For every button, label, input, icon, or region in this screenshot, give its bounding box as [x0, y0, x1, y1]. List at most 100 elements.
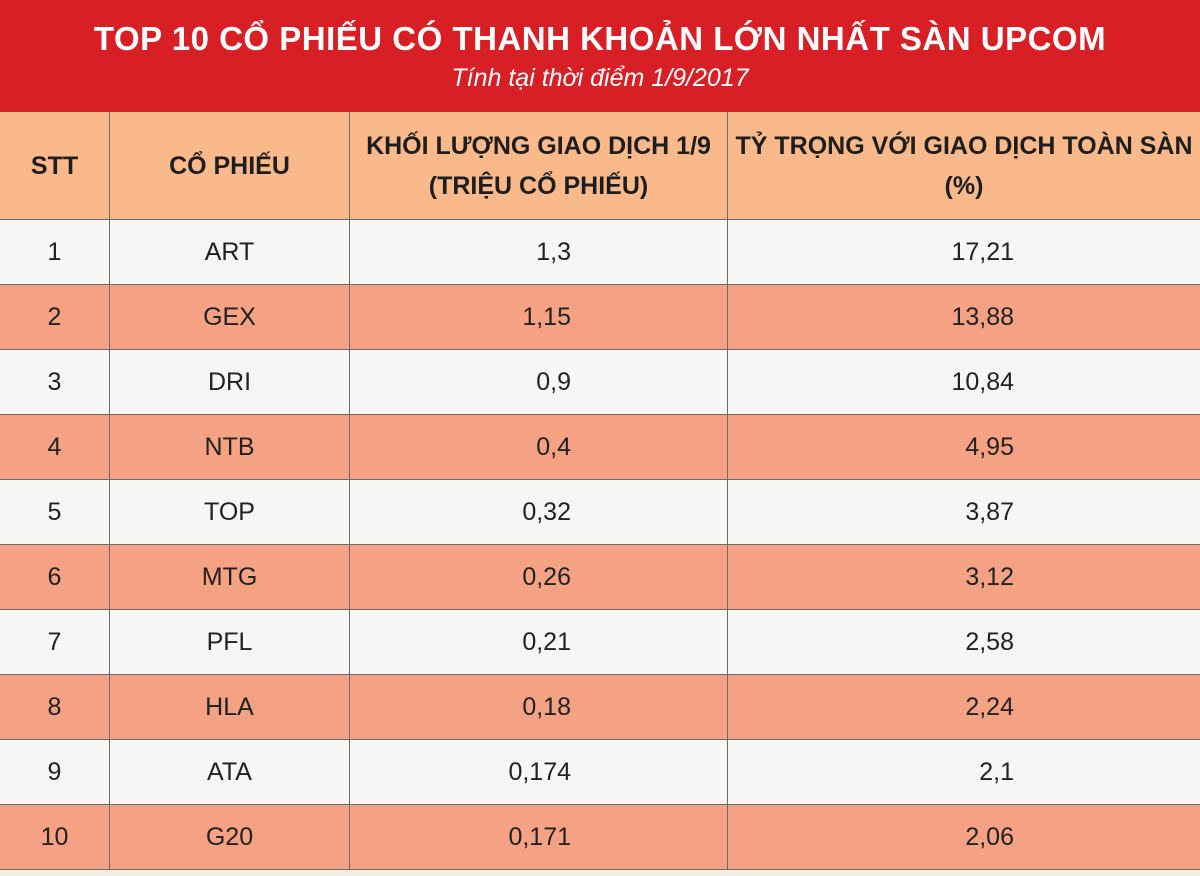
cell-text: 17,21 [951, 237, 1014, 266]
cell-text: 10 [40, 822, 69, 851]
table-cell: 2,58 [728, 610, 1200, 674]
table-row: 8 HLA 0,18 2,24 [0, 675, 1200, 740]
cell-text: 2,06 [965, 822, 1014, 851]
cell-text: GEX [203, 302, 256, 331]
table-cell: 0,32 [350, 480, 728, 544]
table-cell: GEX [110, 285, 350, 349]
table-row: 3 DRI 0,9 10,84 [0, 350, 1200, 415]
table-cell: TOP [110, 480, 350, 544]
table-cell: 1,15 [350, 285, 728, 349]
table-cell: 2,1 [728, 740, 1200, 804]
cell-text: 1,15 [522, 302, 571, 331]
cell-text: 10,84 [951, 367, 1014, 396]
cell-text: 0,9 [536, 367, 571, 396]
table-row: 4 NTB 0,4 4,95 [0, 415, 1200, 480]
header-row: STT CỔ PHIẾU KHỐI LƯỢNG GIAO DỊCH 1/9 (TRIỆ… [0, 112, 1200, 220]
cell-text: 8 [47, 692, 62, 721]
table-cell: 10 [0, 805, 110, 869]
banner: TOP 10 CỔ PHIẾU CÓ THANH KHOẢN LỚN NHẤT … [0, 0, 1200, 112]
table-cell: HLA [110, 675, 350, 739]
title: TOP 10 CỔ PHIẾU CÓ THANH KHOẢN LỚN NHẤT … [93, 20, 1107, 57]
table-row: 6 MTG 0,26 3,12 [0, 545, 1200, 610]
table-cell: ATA [110, 740, 350, 804]
table-row: 2 GEX 1,15 13,88 [0, 285, 1200, 350]
table-cell: 13,88 [728, 285, 1200, 349]
cell-text: 4,95 [965, 432, 1014, 461]
cell-text: 3,12 [965, 562, 1014, 591]
cell-text: 0,32 [522, 497, 571, 526]
cell-text: 0,21 [522, 627, 571, 656]
header-text: TỶ TRỌNG VỚI GIAO DỊCH TOÀN SÀN [735, 131, 1193, 160]
table-row: 1 ART 1,3 17,21 [0, 220, 1200, 285]
cell-text: DRI [207, 367, 252, 396]
cell-text: 2,58 [965, 627, 1014, 656]
subtitle: Tính tại thời điểm 1/9/2017 [451, 64, 749, 92]
table-cell: 1 [0, 220, 110, 284]
cell-text: 1,3 [536, 237, 571, 266]
table-cell: PFL [110, 610, 350, 674]
header-cell: CỔ PHIẾU [110, 112, 350, 219]
table-cell: 3 [0, 350, 110, 414]
cell-text: 3 [47, 367, 62, 396]
header-cell: KHỐI LƯỢNG GIAO DỊCH 1/9 (TRIỆU CỔ PHIẾU) [350, 112, 728, 219]
table-cell: 0,18 [350, 675, 728, 739]
table-cell: 2,06 [728, 805, 1200, 869]
cell-text: 2 [47, 302, 62, 331]
table-cell: 0,4 [350, 415, 728, 479]
cell-text: 0,18 [522, 692, 571, 721]
header-cell: TỶ TRỌNG VỚI GIAO DỊCH TOÀN SÀN (%) [728, 112, 1200, 219]
cell-text: 2,24 [965, 692, 1014, 721]
table-cell: 0,26 [350, 545, 728, 609]
cell-text: 0,171 [508, 822, 571, 851]
cell-text: 13,88 [951, 302, 1014, 331]
table-cell: 4 [0, 415, 110, 479]
table-cell: 6 [0, 545, 110, 609]
table-row: 7 PFL 0,21 2,58 [0, 610, 1200, 675]
cell-text: 0,174 [508, 757, 571, 786]
table-row: 5 TOP 0,32 3,87 [0, 480, 1200, 545]
header-text: CỔ PHIẾU [169, 151, 290, 180]
table-cell: 0,21 [350, 610, 728, 674]
table-cell: 1,3 [350, 220, 728, 284]
cell-text: 5 [47, 497, 62, 526]
table-cell: ART [110, 220, 350, 284]
header-text: STT [30, 151, 79, 180]
cell-text: PFL [206, 627, 253, 656]
cell-text: 7 [47, 627, 62, 656]
table-cell: 3,87 [728, 480, 1200, 544]
table-cell: 0,174 [350, 740, 728, 804]
cell-text: 3,87 [965, 497, 1014, 526]
table-row: 10 G20 0,171 2,06 [0, 805, 1200, 870]
table-cell: 2,24 [728, 675, 1200, 739]
cell-text: ART [204, 237, 255, 266]
cell-text: 2,1 [979, 757, 1014, 786]
table-cell: DRI [110, 350, 350, 414]
cell-text: MTG [201, 562, 258, 591]
cell-text: G20 [205, 822, 254, 851]
cell-text: TOP [204, 497, 255, 526]
cell-text: 1 [47, 237, 62, 266]
table-row: 9 ATA 0,174 2,1 [0, 740, 1200, 805]
table-cell: 8 [0, 675, 110, 739]
cell-text: NTB [204, 432, 255, 461]
table-cell: MTG [110, 545, 350, 609]
header-text: (%) [944, 171, 984, 200]
cell-text: 0,26 [522, 562, 571, 591]
table-cell: 0,9 [350, 350, 728, 414]
cell-text: 6 [47, 562, 62, 591]
table-cell: 5 [0, 480, 110, 544]
header-text: (TRIỆU CỔ PHIẾU) [428, 171, 649, 200]
table-cell: 17,21 [728, 220, 1200, 284]
table-cell: NTB [110, 415, 350, 479]
header-text: KHỐI LƯỢNG GIAO DỊCH 1/9 [366, 131, 711, 160]
cell-text: 4 [47, 432, 62, 461]
table-cell: 2 [0, 285, 110, 349]
cell-text: 0,4 [536, 432, 571, 461]
table-cell: 9 [0, 740, 110, 804]
header-cell: STT [0, 112, 110, 219]
table-cell: 10,84 [728, 350, 1200, 414]
table-cell: 3,12 [728, 545, 1200, 609]
cell-text: ATA [207, 757, 252, 786]
